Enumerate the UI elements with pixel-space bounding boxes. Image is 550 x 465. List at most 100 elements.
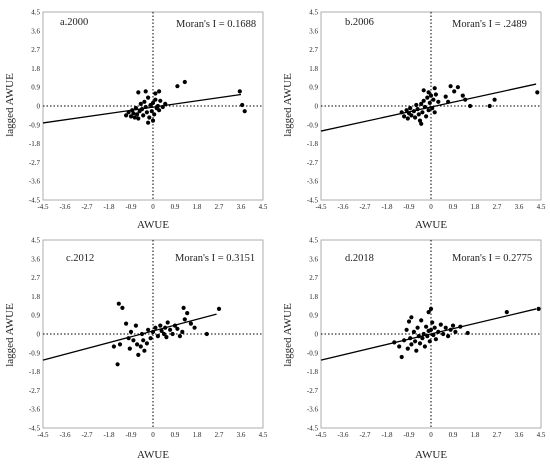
panel-d-xtick-label: -1.8 — [381, 431, 393, 439]
panel-d-ytick-label: 0.9 — [309, 312, 318, 320]
panel-c-data-point — [155, 334, 160, 339]
panel-c-xtick-label: -3.6 — [59, 431, 71, 439]
panel-b-moran-label: Moran's I = .2489 — [452, 19, 527, 30]
panel-d-data-point — [432, 325, 437, 330]
panel-c-xtick-label: 0.9 — [171, 431, 180, 439]
panel-a-data-point — [237, 89, 242, 94]
panel-d-ytick-label: 3.6 — [309, 255, 318, 263]
panel-c-data-point — [188, 321, 193, 326]
panel-d-data-point — [414, 348, 419, 353]
panel-b-data-point — [433, 92, 438, 97]
panel-a-label: a.2000 — [60, 17, 88, 28]
panel-d-data-point — [417, 341, 423, 346]
panel-c-data-point — [177, 334, 182, 339]
panel-a-xtick-label: -0.9 — [125, 203, 137, 211]
panel-a-data-point — [163, 101, 168, 106]
panel-c-data-point — [150, 329, 156, 334]
panel-b-data-point — [417, 118, 423, 123]
panel-a-data-point — [182, 79, 187, 85]
panel-d-data-point — [421, 331, 426, 337]
panel-a-data-point — [146, 95, 151, 100]
panel-c-xtick-label: -1.8 — [103, 431, 115, 439]
panel-c-data-point — [165, 320, 170, 325]
panel-a-xlabel: AWUE — [137, 219, 169, 231]
panel-b-data-point — [432, 86, 437, 91]
panel-d-data-point — [406, 319, 412, 324]
panel-a-data-point — [144, 110, 149, 115]
panel-c-ytick-label: 1.8 — [31, 293, 40, 301]
panel-d-data-point — [405, 346, 410, 351]
panel-c-data-point — [136, 352, 141, 357]
panel-c-xtick-label: 3.6 — [237, 431, 246, 439]
panel-a-ytick-label: 0.9 — [31, 84, 40, 92]
panel-c-data-point — [180, 329, 185, 334]
panel-c-xtick-label: 2.7 — [215, 431, 224, 439]
panel-d-data-point — [450, 323, 456, 328]
panel-b-data-point — [419, 121, 424, 126]
panel-b-xtick-label: -4.5 — [315, 203, 327, 211]
panel-a-xtick-label: 0.9 — [171, 203, 180, 211]
panel-c-data-point — [142, 348, 147, 353]
panel-c-data-point — [146, 327, 151, 332]
panel-c-data-point — [158, 323, 163, 328]
panel-b-data-point — [428, 93, 434, 98]
panel-c-xtick-label: 4.5 — [259, 431, 268, 439]
panel-c-ylabel: lagged AWUE — [4, 303, 16, 367]
panel-a-xtick-label: 0 — [151, 203, 155, 211]
panel-d-data-point — [402, 338, 407, 343]
panel-b-data-point — [409, 113, 414, 118]
panel-c-ytick-label: 2.7 — [31, 274, 40, 282]
panel-d-data-point — [438, 322, 443, 327]
panel-d-label: d.2018 — [345, 253, 374, 264]
panel-d-xtick-label: 3.6 — [515, 431, 524, 439]
panel-a-data-point — [136, 116, 141, 121]
panel-a-data-point — [133, 106, 138, 111]
panel-c-ytick-label: 4.5 — [31, 237, 40, 245]
panel-b-data-point — [452, 89, 457, 94]
panel-b-xtick-label: 4.5 — [537, 203, 546, 211]
panel-d-data-point — [404, 327, 409, 332]
panel-a: lagged AWUE -4.5 -3.6 -2.7 -1.8 -0.9 0 0.9 1.8 2… — [4, 9, 268, 232]
panel-b-data-point — [425, 95, 430, 100]
panel-b-data-point — [422, 104, 427, 110]
panel-b-ytick-label: 2.7 — [309, 46, 318, 54]
panel-d-data-point — [536, 306, 541, 311]
panel-c-data-point — [204, 331, 209, 337]
panel-a-data-point — [135, 112, 140, 117]
panel-d-xtick-label: 1.8 — [471, 431, 480, 439]
panel-a-xtick-label: -3.6 — [59, 203, 71, 211]
panel-d-data-point — [446, 334, 451, 339]
panel-a-data-point — [126, 110, 131, 115]
panel-d-moran-label: Moran's I = 0.2775 — [452, 253, 532, 264]
panel-d-data-point — [420, 336, 425, 341]
panel-d-data-point — [441, 331, 446, 337]
panel-b-data-point — [414, 102, 419, 108]
panel-b-data-point — [446, 99, 451, 104]
panel-c-data-point — [116, 301, 121, 306]
panel-d-xtick-label: 4.5 — [537, 431, 546, 439]
panel-a-ytick-label: -4.5 — [29, 197, 41, 205]
panel-c-data-point — [175, 326, 180, 331]
panel-d-data-point — [458, 324, 463, 329]
panel-d-xtick-label: 0 — [429, 431, 433, 439]
panel-a-data-point — [149, 109, 154, 114]
panel-a-xtick-label: -1.8 — [103, 203, 115, 211]
panel-d-data-point — [408, 336, 413, 341]
panel-a-xtick-label: 3.6 — [237, 203, 246, 211]
panel-a-data-point — [139, 107, 145, 112]
panel-a-data-point — [146, 120, 151, 125]
panel-c-data-point — [117, 342, 123, 347]
panel-c-data-point — [168, 327, 173, 332]
panel-a-ytick-label: 3.6 — [31, 27, 40, 35]
panel-b-ytick-label: -0.9 — [307, 121, 319, 129]
panel-a-data-point — [157, 89, 162, 94]
panel-b-data-point — [399, 110, 404, 115]
panel-b-data-point — [436, 99, 441, 104]
panel-d: lagged AWUE -4.5 -3.6 -2.7 -1.8 -0.9 0 0.9 1.8 2… — [282, 237, 546, 462]
panel-c-data-point — [124, 321, 129, 326]
panel-c-ytick-label: -1.8 — [29, 368, 41, 376]
panel-c-ytick-label: -0.9 — [29, 349, 41, 357]
panel-a-xtick-label: 1.8 — [193, 203, 202, 211]
panel-a-data-point — [143, 89, 148, 94]
